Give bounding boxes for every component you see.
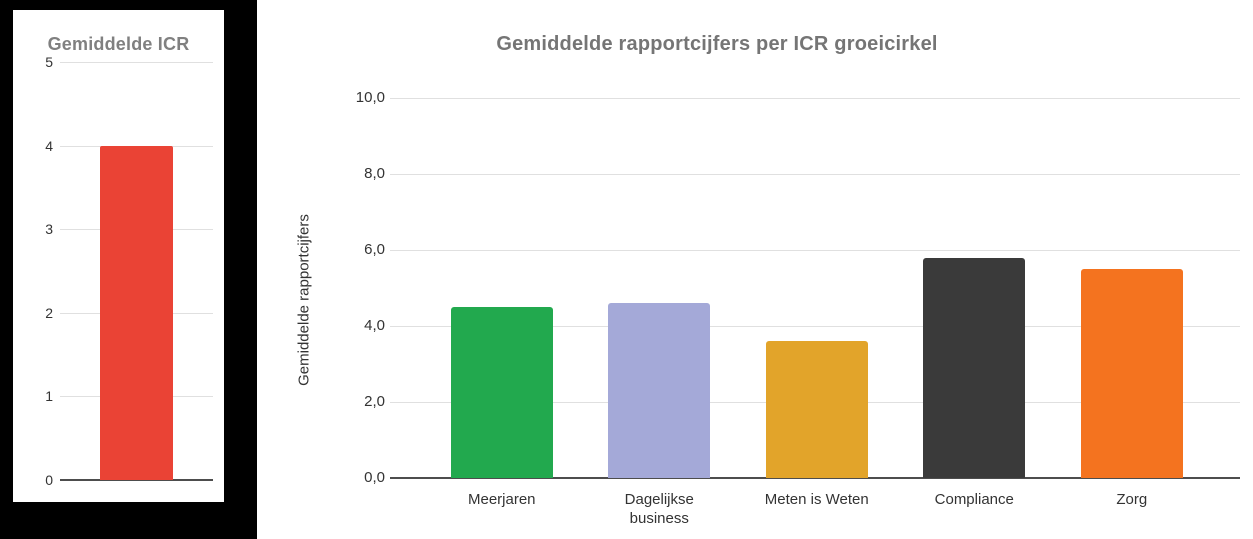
gridline <box>390 98 1240 99</box>
bar-zorg <box>1080 269 1183 478</box>
category-label-dagelijkse-business: Dagelijkse business <box>624 491 694 527</box>
mini-chart-panel: Gemiddelde ICR 0 1 2 3 4 5 <box>0 0 257 539</box>
gridline <box>390 250 1240 251</box>
bar-meerjaren <box>450 307 553 478</box>
y-axis-title: Gemiddelde rapportcijfers <box>295 214 313 386</box>
bar-meten-is-weten <box>765 341 868 478</box>
gridline <box>60 62 213 63</box>
y-tick-label: 0,0 <box>364 469 385 486</box>
main-chart-plot-area <box>390 98 1240 479</box>
y-tick-label: 4 <box>45 137 53 154</box>
y-tick-label: 10,0 <box>355 89 385 106</box>
mini-chart-title: Gemiddelde ICR <box>47 34 190 54</box>
y-tick-label: 3 <box>45 221 53 238</box>
category-label-compliance: Compliance <box>934 491 1014 508</box>
gridline <box>390 174 1240 175</box>
category-label-zorg: Zorg <box>1116 491 1148 508</box>
y-tick-label: 5 <box>45 54 53 70</box>
category-label-meten-is-weten: Meten is Weten <box>764 491 869 508</box>
y-tick-label: 2 <box>45 304 53 321</box>
x-axis-line <box>60 479 213 481</box>
gridline <box>390 326 1240 327</box>
y-tick-label: 1 <box>45 388 53 405</box>
y-tick-label: 8,0 <box>364 165 385 182</box>
y-tick-label: 6,0 <box>364 241 385 258</box>
main-chart-panel: Gemiddelde rapportcijfers per ICR groeic… <box>257 0 1253 539</box>
y-tick-label: 2,0 <box>364 393 385 410</box>
bar-compliance <box>923 257 1026 478</box>
y-tick-label: 0 <box>45 472 53 488</box>
category-label-meerjaren: Meerjaren <box>467 491 536 508</box>
main-chart-title: Gemiddelde rapportcijfers per ICR groeic… <box>496 33 938 55</box>
bar-bar-0 <box>100 145 173 480</box>
y-tick-label: 4,0 <box>364 317 385 334</box>
mini-chart-card: Gemiddelde ICR 0 1 2 3 4 5 <box>13 10 224 502</box>
x-axis-line <box>390 477 1240 479</box>
bar-dagelijkse-business <box>608 303 711 478</box>
mini-chart-plot-area <box>60 62 213 481</box>
